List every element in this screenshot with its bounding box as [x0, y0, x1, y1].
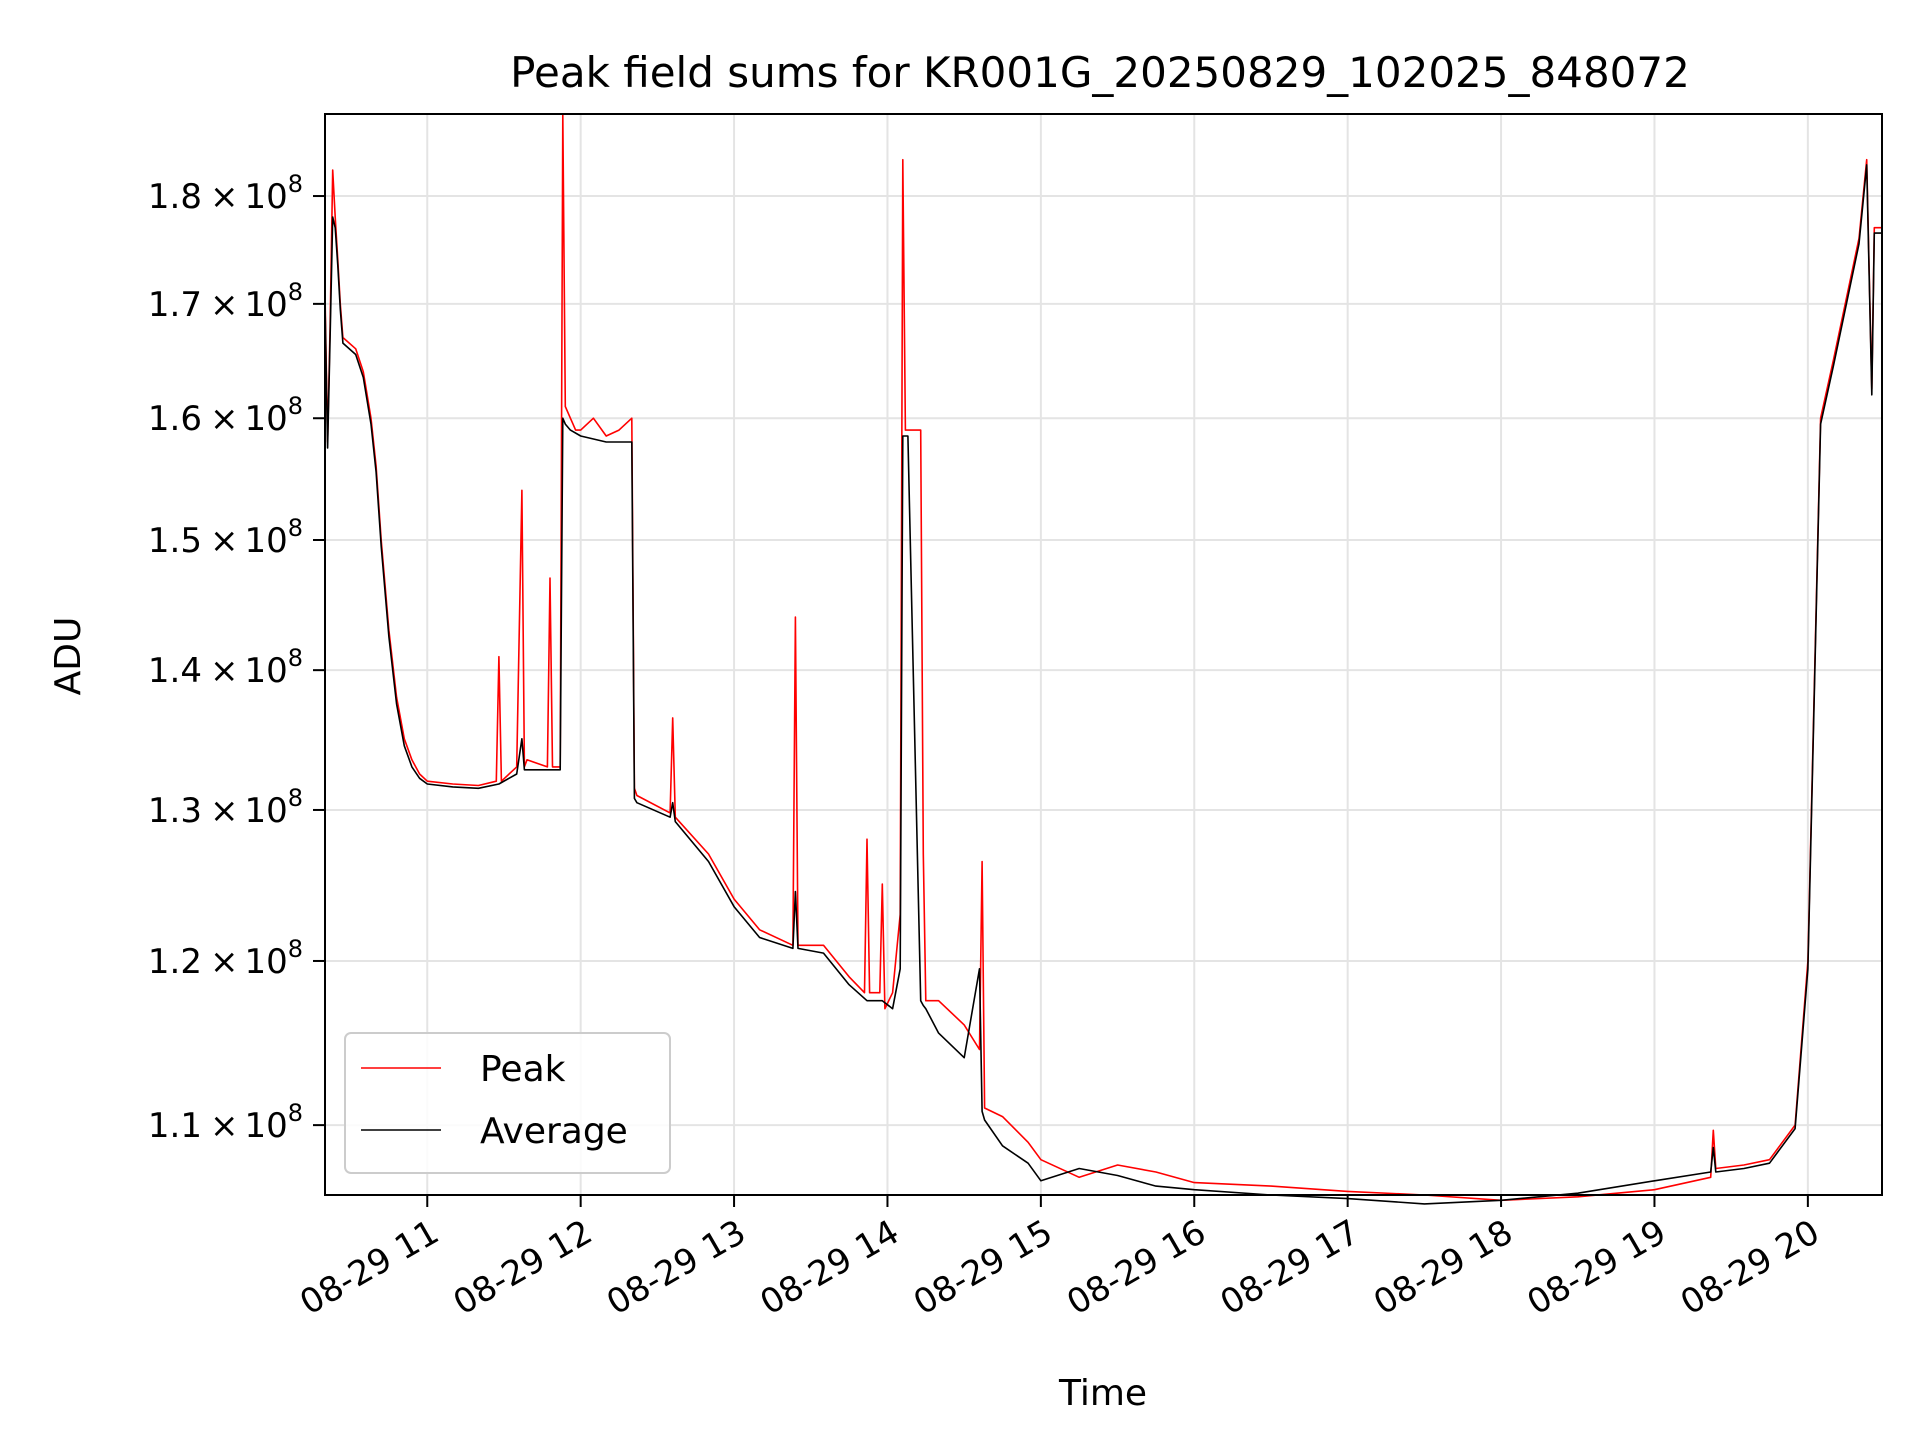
- y-tick-exponent: 8: [288, 935, 303, 963]
- x-tick-label: 08-29 15: [907, 1212, 1059, 1323]
- x-tick-label: 08-29 14: [754, 1212, 906, 1323]
- y-tick-exponent: 8: [288, 170, 303, 198]
- y-tick-mantissa: 1.2: [148, 942, 202, 982]
- y-tick-label: 1.8 × 108: [148, 170, 303, 217]
- y-tick-label: 1.3 × 108: [148, 784, 303, 831]
- y-tick-exponent: 8: [288, 644, 303, 672]
- y-tick-base: 10: [244, 942, 287, 982]
- legend: Peak Average: [344, 1032, 671, 1174]
- chart-title: Peak field sums for KR001G_20250829_1020…: [510, 48, 1690, 97]
- y-tick-label: 1.4 × 108: [148, 644, 303, 691]
- y-tick-times: ×: [210, 791, 239, 831]
- y-tick-mantissa: 1.5: [148, 521, 202, 561]
- x-tick-label: 08-29 11: [293, 1212, 445, 1323]
- y-tick-times: ×: [210, 399, 239, 439]
- x-tick-label: 08-29 13: [600, 1212, 752, 1323]
- y-tick-base: 10: [244, 521, 287, 561]
- y-tick-mantissa: 1.4: [148, 651, 202, 691]
- y-tick-times: ×: [210, 285, 239, 325]
- y-tick-mantissa: 1.8: [148, 177, 202, 217]
- y-tick-times: ×: [210, 651, 239, 691]
- y-tick-exponent: 8: [288, 278, 303, 306]
- y-tick-mantissa: 1.3: [148, 791, 202, 831]
- x-axis-ticks: 08-29 11 08-29 12 08-29 13 08-29 14 08-29 15…: [293, 1195, 1826, 1323]
- y-tick-exponent: 8: [288, 514, 303, 542]
- y-tick-label: 1.5 × 108: [148, 514, 303, 561]
- y-tick-mantissa: 1.7: [148, 285, 202, 325]
- y-tick-label: 1.7 × 108: [148, 278, 303, 325]
- y-tick-times: ×: [210, 942, 239, 982]
- y-tick-exponent: 8: [288, 784, 303, 812]
- y-tick-label: 1.1 × 108: [148, 1099, 303, 1146]
- legend-label-average: Average: [480, 1111, 628, 1152]
- x-tick-label: 08-29 20: [1674, 1212, 1826, 1323]
- x-tick-label: 08-29 19: [1521, 1212, 1673, 1323]
- y-tick-exponent: 8: [288, 392, 303, 420]
- y-tick-base: 10: [244, 399, 287, 439]
- x-axis-label: Time: [1058, 1373, 1147, 1414]
- y-tick-base: 10: [244, 177, 287, 217]
- x-tick-label: 08-29 12: [447, 1212, 599, 1323]
- y-tick-label: 1.6 × 108: [148, 392, 303, 439]
- y-tick-exponent: 8: [288, 1099, 303, 1127]
- y-tick-label: 1.2 × 108: [148, 935, 303, 982]
- legend-label-peak: Peak: [480, 1049, 566, 1090]
- y-axis-label: ADU: [48, 617, 89, 696]
- y-tick-times: ×: [210, 177, 239, 217]
- x-tick-label: 08-29 17: [1214, 1212, 1366, 1323]
- y-tick-mantissa: 1.1: [148, 1106, 202, 1146]
- y-tick-base: 10: [244, 285, 287, 325]
- y-tick-mantissa: 1.6: [148, 399, 202, 439]
- y-tick-base: 10: [244, 651, 287, 691]
- series-line-average: [324, 164, 1882, 1205]
- plot-frame: [324, 113, 1883, 1196]
- y-tick-base: 10: [244, 791, 287, 831]
- x-tick-label: 08-29 18: [1367, 1212, 1519, 1323]
- y-tick-base: 10: [244, 1106, 287, 1146]
- y-tick-times: ×: [210, 1106, 239, 1146]
- x-tick-label: 08-29 16: [1060, 1212, 1212, 1323]
- y-tick-times: ×: [210, 521, 239, 561]
